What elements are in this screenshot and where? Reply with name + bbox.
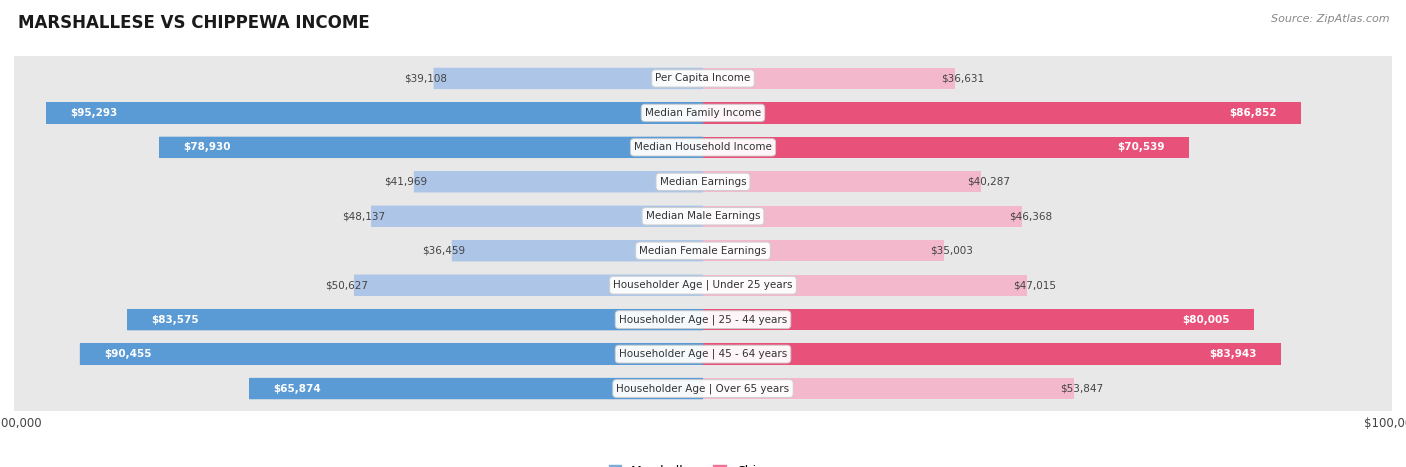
Bar [413,171,703,192]
Bar [703,275,1026,296]
FancyBboxPatch shape [80,343,703,365]
FancyBboxPatch shape [14,0,1392,467]
FancyBboxPatch shape [354,275,703,296]
Text: $50,627: $50,627 [325,280,368,290]
Text: Householder Age | Under 25 years: Householder Age | Under 25 years [613,280,793,290]
Text: $70,539: $70,539 [1118,142,1164,152]
Bar [127,309,703,330]
Text: Median Male Earnings: Median Male Earnings [645,211,761,221]
Legend: Marshallese, Chippewa: Marshallese, Chippewa [603,460,803,467]
FancyBboxPatch shape [14,0,1392,467]
Text: $86,852: $86,852 [1230,108,1277,118]
Bar [433,68,703,89]
Text: $39,108: $39,108 [405,73,447,84]
Bar [703,171,980,192]
FancyBboxPatch shape [127,309,703,330]
FancyBboxPatch shape [14,0,1392,467]
Bar [703,240,945,262]
Text: $46,368: $46,368 [1008,211,1052,221]
FancyBboxPatch shape [14,0,1392,467]
Text: $90,455: $90,455 [104,349,152,359]
Text: $47,015: $47,015 [1014,280,1056,290]
Bar [703,309,1254,330]
Bar [159,137,703,158]
Text: $78,930: $78,930 [183,142,231,152]
Bar [703,68,955,89]
Text: Median Family Income: Median Family Income [645,108,761,118]
Text: $65,874: $65,874 [273,383,321,394]
FancyBboxPatch shape [451,240,703,262]
Bar [451,240,703,262]
FancyBboxPatch shape [371,205,703,227]
Bar [703,205,1022,227]
Bar [249,378,703,399]
Text: $40,287: $40,287 [967,177,1010,187]
Bar [703,378,1074,399]
Text: $83,943: $83,943 [1209,349,1257,359]
FancyBboxPatch shape [46,102,703,124]
Bar [703,343,1281,365]
FancyBboxPatch shape [14,0,1392,467]
FancyBboxPatch shape [159,137,703,158]
Text: $53,847: $53,847 [1060,383,1104,394]
Text: Source: ZipAtlas.com: Source: ZipAtlas.com [1271,14,1389,24]
Text: Householder Age | Over 65 years: Householder Age | Over 65 years [616,383,790,394]
FancyBboxPatch shape [14,0,1392,467]
Text: $48,137: $48,137 [342,211,385,221]
FancyBboxPatch shape [14,0,1392,467]
FancyBboxPatch shape [249,378,703,399]
Bar [703,137,1189,158]
Text: Householder Age | 25 - 44 years: Householder Age | 25 - 44 years [619,314,787,325]
Text: Median Female Earnings: Median Female Earnings [640,246,766,256]
Bar [371,205,703,227]
Text: $36,459: $36,459 [422,246,465,256]
Text: $83,575: $83,575 [152,315,200,325]
Text: $36,631: $36,631 [942,73,984,84]
Bar [80,343,703,365]
Text: Median Earnings: Median Earnings [659,177,747,187]
FancyBboxPatch shape [14,0,1392,467]
FancyBboxPatch shape [433,68,703,89]
Text: MARSHALLESE VS CHIPPEWA INCOME: MARSHALLESE VS CHIPPEWA INCOME [18,14,370,32]
Text: $80,005: $80,005 [1182,315,1230,325]
FancyBboxPatch shape [14,0,1392,467]
Text: $95,293: $95,293 [70,108,118,118]
Text: $41,969: $41,969 [384,177,427,187]
FancyBboxPatch shape [413,171,703,192]
FancyBboxPatch shape [14,0,1392,467]
Text: Householder Age | 45 - 64 years: Householder Age | 45 - 64 years [619,349,787,359]
Bar [354,275,703,296]
Text: Median Household Income: Median Household Income [634,142,772,152]
Text: Per Capita Income: Per Capita Income [655,73,751,84]
Bar [703,102,1302,124]
Text: $35,003: $35,003 [931,246,973,256]
Bar [46,102,703,124]
